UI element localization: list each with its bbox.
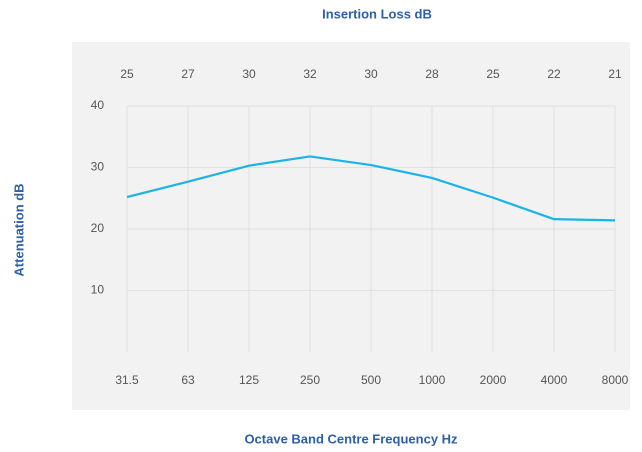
- y-axis-title: Attenuation dB: [11, 183, 26, 276]
- chart-title: Insertion Loss dB: [322, 6, 432, 21]
- x-tick-label: 250: [300, 373, 320, 387]
- x-axis-title: Octave Band Centre Frequency Hz: [244, 431, 458, 446]
- y-tick-label: 30: [91, 160, 105, 174]
- x-tick-label: 8000: [602, 373, 629, 387]
- x-tick-label: 500: [361, 373, 381, 387]
- x-tick-label: 63: [181, 373, 195, 387]
- insertion-loss-label: 22: [547, 67, 561, 81]
- y-tick-label: 20: [91, 221, 105, 235]
- x-tick-label: 4000: [541, 373, 568, 387]
- insertion-loss-label: 27: [181, 67, 195, 81]
- insertion-loss-label: 28: [425, 67, 439, 81]
- x-tick-label: 31.5: [115, 373, 139, 387]
- plot-panel: [72, 42, 630, 410]
- insertion-loss-label: 25: [120, 67, 134, 81]
- y-tick-label: 10: [91, 283, 105, 297]
- x-tick-label: 1000: [419, 373, 446, 387]
- insertion-loss-label: 25: [486, 67, 500, 81]
- insertion-loss-label: 30: [242, 67, 256, 81]
- x-tick-label: 125: [239, 373, 259, 387]
- x-tick-label: 2000: [480, 373, 507, 387]
- insertion-loss-label: 32: [303, 67, 317, 81]
- y-tick-label: 40: [91, 98, 105, 112]
- insertion-loss-label: 30: [364, 67, 378, 81]
- insertion-loss-label: 21: [608, 67, 622, 81]
- data-line: [126, 155, 616, 222]
